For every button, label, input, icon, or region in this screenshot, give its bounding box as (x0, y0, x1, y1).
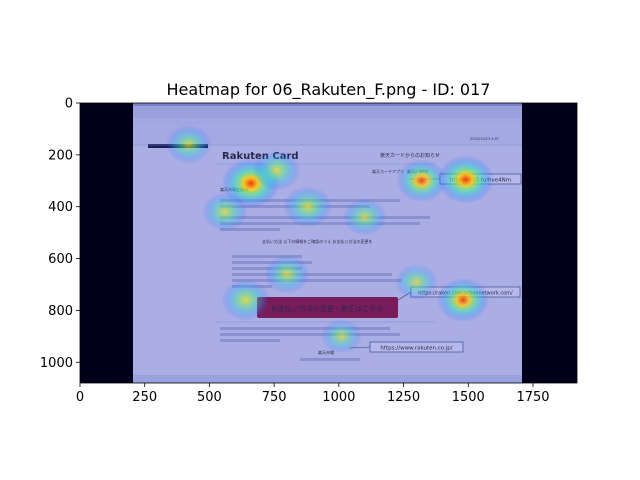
hotspot-3 (202, 192, 248, 232)
y-tick-label-1: 200 (48, 148, 73, 163)
y-tick-label-4: 800 (48, 304, 73, 319)
hotspot-12 (321, 318, 362, 354)
hotspot-8 (264, 254, 310, 294)
callout-link-3 (369, 341, 464, 353)
x-tick-label-2: 500 (197, 390, 222, 405)
x-tick-label-7: 1750 (516, 390, 549, 405)
hotspot-9 (221, 279, 271, 321)
hotspot-5 (342, 198, 387, 236)
y-axis: 0 200 400 600 800 1000 (40, 97, 80, 371)
y-tick-label-3: 600 (48, 252, 73, 267)
email-cta-button (257, 297, 398, 318)
hotspot-0 (165, 125, 212, 164)
x-tick-label-6: 1500 (452, 390, 485, 405)
y-tick-label-5: 1000 (40, 356, 73, 371)
hotspot-6 (396, 159, 447, 203)
x-tick-label-0: 0 (76, 390, 84, 405)
hotspot-2 (253, 150, 301, 191)
email-date: 2020/10/23 4:07 (470, 137, 499, 141)
y-tick-label-0: 0 (65, 97, 73, 112)
y-tick-label-2: 400 (48, 200, 73, 215)
plot-frame (79, 102, 578, 384)
hotspot-10 (437, 277, 490, 323)
hotspot-11 (395, 263, 438, 300)
x-tick-label-1: 250 (132, 390, 157, 405)
hotspot-4 (283, 185, 333, 228)
chart-title: Heatmap for 06_Rakuten_F.png - ID: 017 (167, 80, 491, 100)
x-tick-label-3: 750 (262, 390, 287, 405)
email-heading: 楽天カードからのお知らせ (380, 152, 440, 159)
x-tick-label-5: 1250 (387, 390, 420, 405)
callout-link-3-text: https://www.rakuten.co.jp/ (380, 346, 452, 352)
email-signature: 楽天市場 (318, 349, 334, 355)
hotspot-layer (165, 125, 495, 354)
hotspot-7 (437, 155, 495, 204)
email-notice: 支払い方法 以下の情報をご確認のうえ お支払い方法の変更を (262, 238, 373, 244)
email-cta-label: お支払い方法の変更・修正はこちら (271, 304, 383, 313)
x-tick-label-4: 1000 (322, 390, 355, 405)
x-axis: 0 250 500 750 1000 1250 1500 1750 (76, 383, 550, 405)
email-app-label: 楽天カードアプリ (372, 168, 404, 174)
